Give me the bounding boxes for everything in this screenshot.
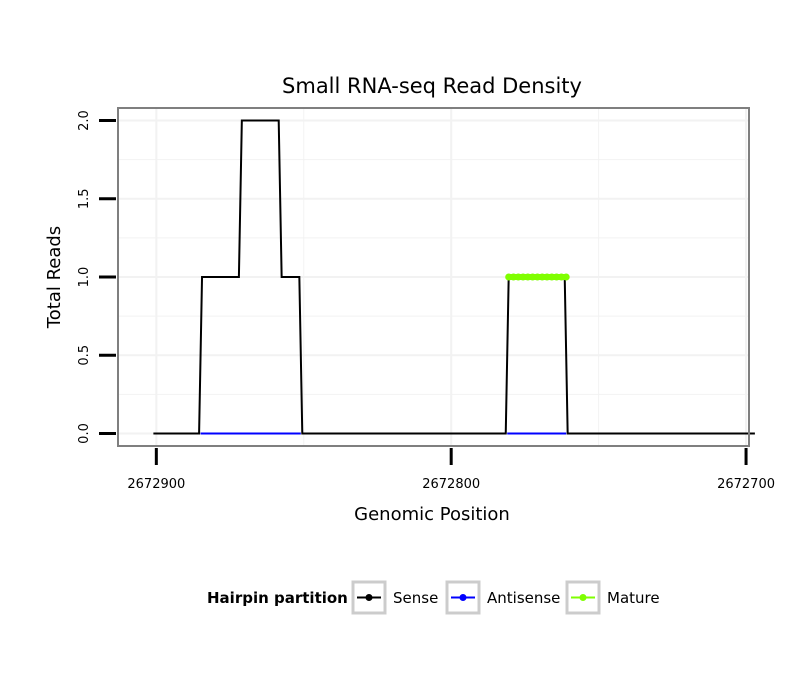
x-axis-label: Genomic Position <box>354 504 510 525</box>
mature-point <box>562 273 570 281</box>
y-tick-label: 0.0 <box>77 423 92 444</box>
chart-title: Small RNA-seq Read Density <box>282 74 582 98</box>
legend-label-mature: Mature <box>607 589 660 607</box>
mature-point <box>529 273 537 281</box>
x-tick-label: 2672900 <box>127 477 185 492</box>
y-tick-label: 0.5 <box>77 345 92 366</box>
mature-point <box>519 273 527 281</box>
mature-point <box>533 273 541 281</box>
legend-label-antisense: Antisense <box>487 589 560 607</box>
legend-label-sense: Sense <box>393 589 438 607</box>
legend-title: Hairpin partition <box>207 589 348 607</box>
grid-lines <box>118 108 749 446</box>
mature-point <box>509 273 517 281</box>
mature-point <box>548 273 556 281</box>
y-tick-label: 1.0 <box>77 267 92 288</box>
y-tick-label: 2.0 <box>77 110 92 131</box>
mature-point <box>543 273 551 281</box>
mature-point <box>524 273 532 281</box>
legend-key-point-antisense <box>459 594 467 601</box>
x-tick-label: 2672800 <box>422 477 480 492</box>
legend-key-point-sense <box>365 594 373 601</box>
mature-point <box>514 273 522 281</box>
legend: Hairpin partition Sense Antisense Mature <box>207 580 660 615</box>
x-tick-label: 2672700 <box>717 477 775 492</box>
mature-point <box>557 273 565 281</box>
plot-panel-border <box>117 107 750 447</box>
mature-point <box>505 273 513 281</box>
y-tick-label: 1.5 <box>77 188 92 209</box>
mature-point <box>538 273 546 281</box>
mature-point <box>553 273 561 281</box>
y-axis-label: Total Reads <box>44 226 65 329</box>
legend-keys: Sense Antisense Mature <box>351 580 660 615</box>
x-axis: 2672900 2672800 2672700 <box>127 448 775 492</box>
y-axis: 0.0 0.5 1.0 1.5 2.0 <box>77 110 116 444</box>
legend-key-point-mature <box>579 594 587 601</box>
series-lines <box>153 119 755 435</box>
